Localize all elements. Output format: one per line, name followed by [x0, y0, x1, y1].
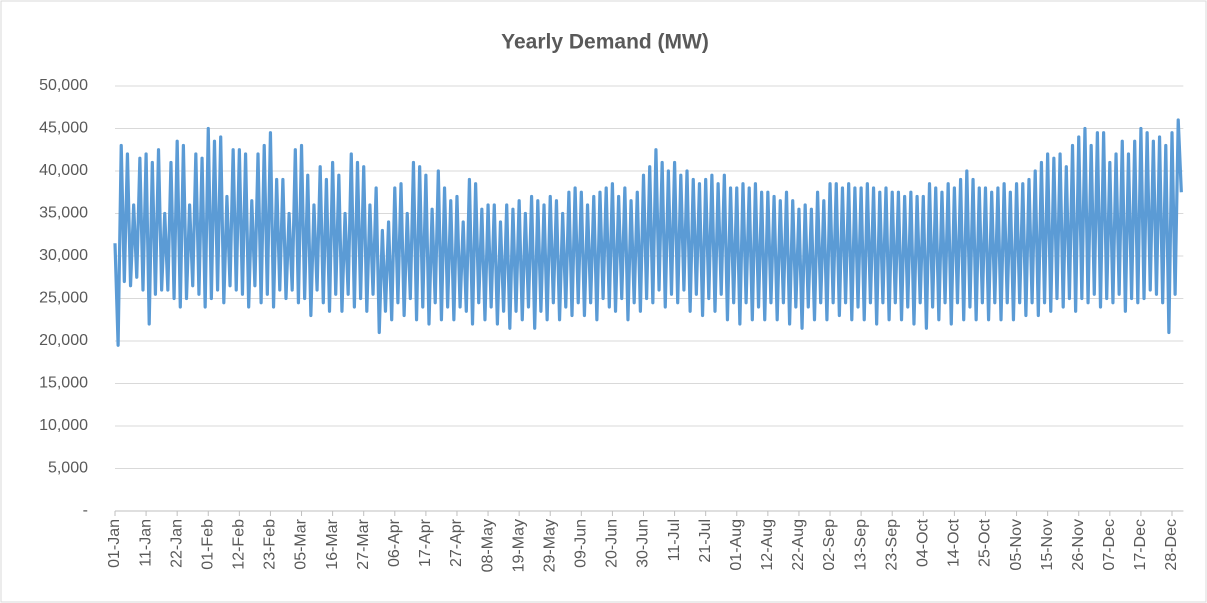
x-tick-label: 26-Nov — [1070, 519, 1087, 571]
y-tick-label: 30,000 — [39, 247, 88, 264]
y-tick-label: 40,000 — [39, 162, 88, 179]
x-tick-label: 16-Mar — [324, 518, 341, 569]
x-tick-label: 23-Sep — [883, 519, 900, 571]
x-tick-label: 12-Feb — [231, 519, 248, 570]
data-line — [113, 118, 1183, 347]
x-tick-label: 11-Jan — [137, 519, 154, 567]
x-tick-label: 27-Mar — [355, 518, 372, 569]
x-tick-label: 08-May — [479, 519, 496, 572]
x-tick-label: 19-May — [510, 519, 527, 572]
x-tick-label: 04-Oct — [915, 518, 932, 567]
x-tick-label: 17-Dec — [1132, 519, 1149, 571]
x-tick-label: 01-Jan — [106, 519, 123, 568]
x-tick-label: 01-Aug — [728, 519, 745, 571]
x-tick-label: 28-Dec — [1163, 519, 1180, 571]
x-tick-label: 02-Sep — [821, 519, 838, 571]
x-tick-label: 22-Aug — [790, 519, 807, 571]
y-tick-label: - — [83, 502, 88, 519]
x-tick-label: 13-Sep — [852, 519, 869, 571]
x-tick-label: 09-Jun — [573, 519, 590, 568]
y-tick-label: 15,000 — [39, 375, 88, 392]
y-tick-label: 20,000 — [39, 332, 88, 349]
x-tick-label: 11-Jul — [666, 519, 683, 561]
chart-title: Yearly Demand (MW) — [501, 31, 709, 54]
x-tick-label: 01-Feb — [199, 519, 216, 570]
x-tick-label: 05-Nov — [1008, 519, 1025, 571]
y-tick-label: 5,000 — [48, 460, 88, 477]
y-tick-label: 10,000 — [39, 417, 88, 434]
x-tick-label: 23-Feb — [262, 519, 279, 570]
x-tick-label: 17-Apr — [417, 518, 434, 567]
x-tick-label: 21-Jul — [697, 519, 714, 563]
x-tick-label: 30-Jun — [635, 519, 652, 568]
x-tick-label: 25-Oct — [977, 518, 994, 567]
x-tick-label: 29-May — [541, 519, 558, 572]
y-tick-label: 25,000 — [39, 290, 88, 307]
x-tick-label: 06-Apr — [386, 518, 403, 567]
x-tick-label: 12-Aug — [759, 519, 776, 571]
x-tick-label: 05-Mar — [293, 518, 310, 569]
x-tick-label: 20-Jun — [604, 519, 621, 568]
x-tick-label: 15-Nov — [1039, 519, 1056, 571]
y-tick-label: 50,000 — [39, 77, 88, 94]
y-tick-label: 45,000 — [39, 120, 88, 137]
y-tick-label: 35,000 — [39, 205, 88, 222]
x-tick-label: 22-Jan — [168, 519, 185, 568]
x-tick-label: 27-Apr — [448, 518, 465, 567]
x-tick-label: 14-Oct — [946, 518, 963, 567]
x-tick-label: 07-Dec — [1101, 519, 1118, 571]
